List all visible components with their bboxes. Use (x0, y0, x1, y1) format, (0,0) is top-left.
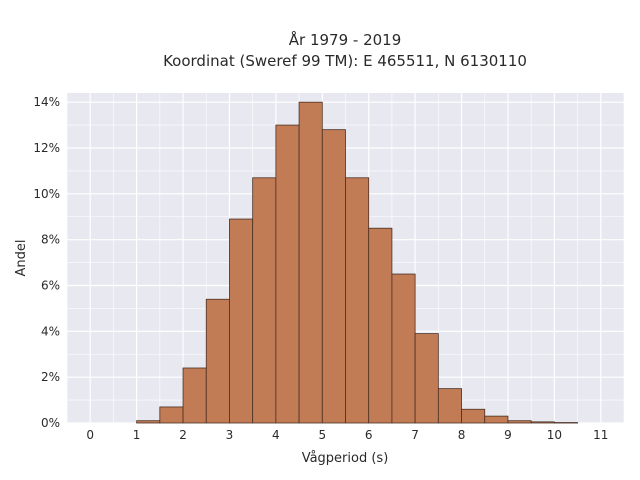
y-tick-label: 10% (33, 187, 60, 201)
histogram-bar (414, 333, 439, 424)
y-tick-label: 0% (41, 416, 60, 430)
x-tick-label: 4 (272, 428, 280, 442)
histogram-bar (345, 177, 370, 424)
chart-subtitle: Koordinat (Sweref 99 TM): E 465511, N 61… (163, 52, 527, 70)
histogram-bar (391, 273, 416, 424)
x-tick-label: 7 (411, 428, 419, 442)
histogram-bar (437, 388, 462, 424)
histogram-bar (159, 406, 184, 424)
x-axis-ticks: 0 1 2 3 4 5 6 7 8 9 10 11 (86, 428, 608, 442)
x-tick-label: 8 (458, 428, 466, 442)
histogram-bar (136, 420, 161, 424)
histogram-bar (368, 227, 393, 424)
y-tick-label: 2% (41, 370, 60, 384)
histogram-bar (229, 218, 254, 424)
histogram-bars (136, 101, 578, 424)
x-axis-label: Vågperiod (s) (302, 451, 389, 466)
x-tick-label: 1 (133, 428, 141, 442)
chart-title: År 1979 - 2019 (289, 30, 402, 49)
x-tick-label: 0 (86, 428, 94, 442)
x-tick-label: 11 (593, 428, 608, 442)
x-tick-label: 3 (226, 428, 234, 442)
histogram-bar (252, 177, 277, 424)
y-tick-label: 4% (41, 324, 60, 338)
histogram-bar (507, 420, 532, 424)
histogram-bar (321, 129, 346, 424)
y-axis-ticks: 0% 2% 4% 6% 8% 10% 12% 14% (33, 95, 60, 430)
y-tick-label: 12% (33, 141, 60, 155)
histogram-bar (182, 367, 207, 424)
histogram-bar (553, 422, 578, 424)
histogram-bar (205, 298, 230, 424)
x-tick-label: 6 (365, 428, 373, 442)
y-tick-label: 8% (41, 233, 60, 247)
y-axis-label: Andel (14, 240, 29, 277)
x-tick-label: 10 (547, 428, 562, 442)
histogram-bar (275, 124, 300, 424)
histogram-bar (484, 415, 509, 424)
y-tick-label: 6% (41, 279, 60, 293)
histogram-bar (530, 421, 555, 424)
x-tick-label: 9 (504, 428, 512, 442)
y-tick-label: 14% (33, 95, 60, 109)
x-tick-label: 5 (318, 428, 326, 442)
x-tick-label: 2 (179, 428, 187, 442)
histogram-bar (298, 101, 323, 424)
histogram-bar (461, 408, 486, 424)
